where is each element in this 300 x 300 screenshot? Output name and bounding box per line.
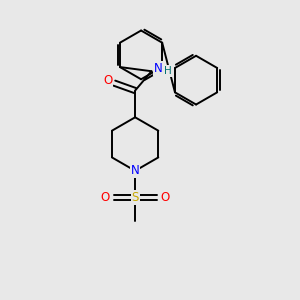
Text: O: O [101,191,110,204]
Text: N: N [131,164,140,177]
Text: H: H [164,66,172,76]
Text: N: N [154,62,162,75]
Text: S: S [131,191,139,204]
Text: O: O [103,74,112,87]
Text: O: O [160,191,170,204]
